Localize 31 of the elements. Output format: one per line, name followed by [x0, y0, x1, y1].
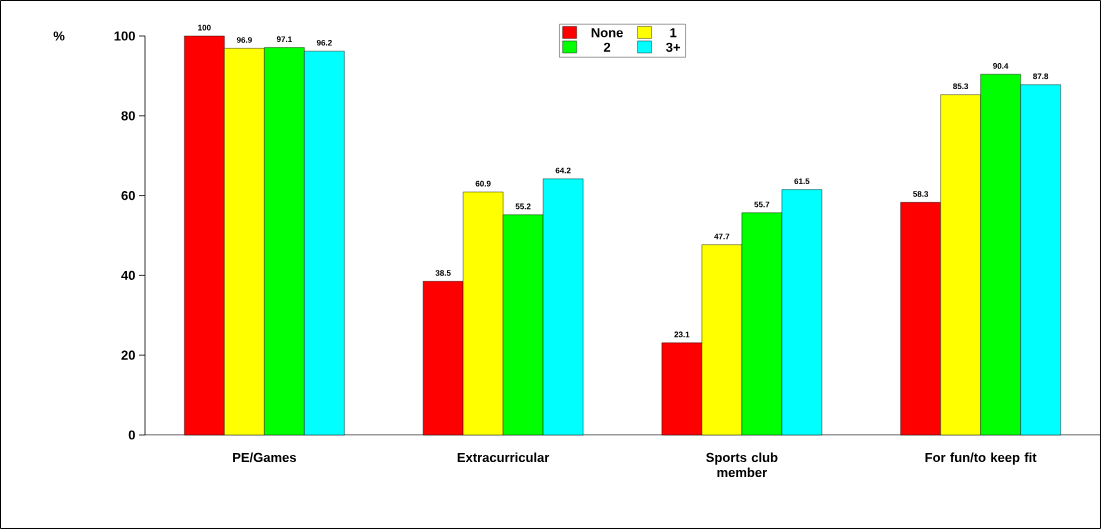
legend-label: 1 — [670, 28, 677, 38]
y-axis-title: % — [53, 31, 65, 41]
y-tick-label: 40 — [121, 270, 135, 280]
data-label: 64.2 — [555, 167, 571, 174]
legend-label: 3+ — [666, 42, 681, 52]
data-label: 90.4 — [993, 63, 1009, 69]
data-label: 23.1 — [674, 331, 690, 338]
data-label: 100 — [198, 24, 211, 31]
data-label: 96.2 — [316, 39, 332, 46]
data-label: 85.3 — [953, 83, 969, 90]
data-label: 58.3 — [913, 191, 929, 197]
x-tick-label: Extracurricular — [457, 452, 550, 463]
y-tick-label: 20 — [121, 350, 135, 360]
legend-label: None — [591, 28, 623, 38]
y-tick-label: 0 — [128, 430, 135, 440]
data-label: 87.8 — [1033, 73, 1049, 80]
data-label: 55.2 — [515, 203, 531, 210]
data-label: 38.5 — [435, 270, 451, 276]
x-tick-label: PE/Games — [233, 452, 296, 463]
y-tick-label: 100 — [114, 31, 135, 41]
data-label: 47.7 — [714, 233, 730, 240]
y-tick-label: 80 — [121, 111, 135, 121]
data-label: 97.1 — [276, 36, 292, 43]
data-label: 55.7 — [754, 201, 770, 208]
data-label: 61.5 — [794, 178, 810, 185]
legend-label: 2 — [603, 42, 611, 52]
x-tick-label: For fun/to keep fit — [925, 452, 1037, 465]
y-tick-label: 60 — [121, 190, 135, 201]
data-label: 60.9 — [475, 180, 491, 187]
data-label: 96.9 — [236, 37, 252, 43]
x-tick-label: Sports club member — [706, 452, 778, 478]
